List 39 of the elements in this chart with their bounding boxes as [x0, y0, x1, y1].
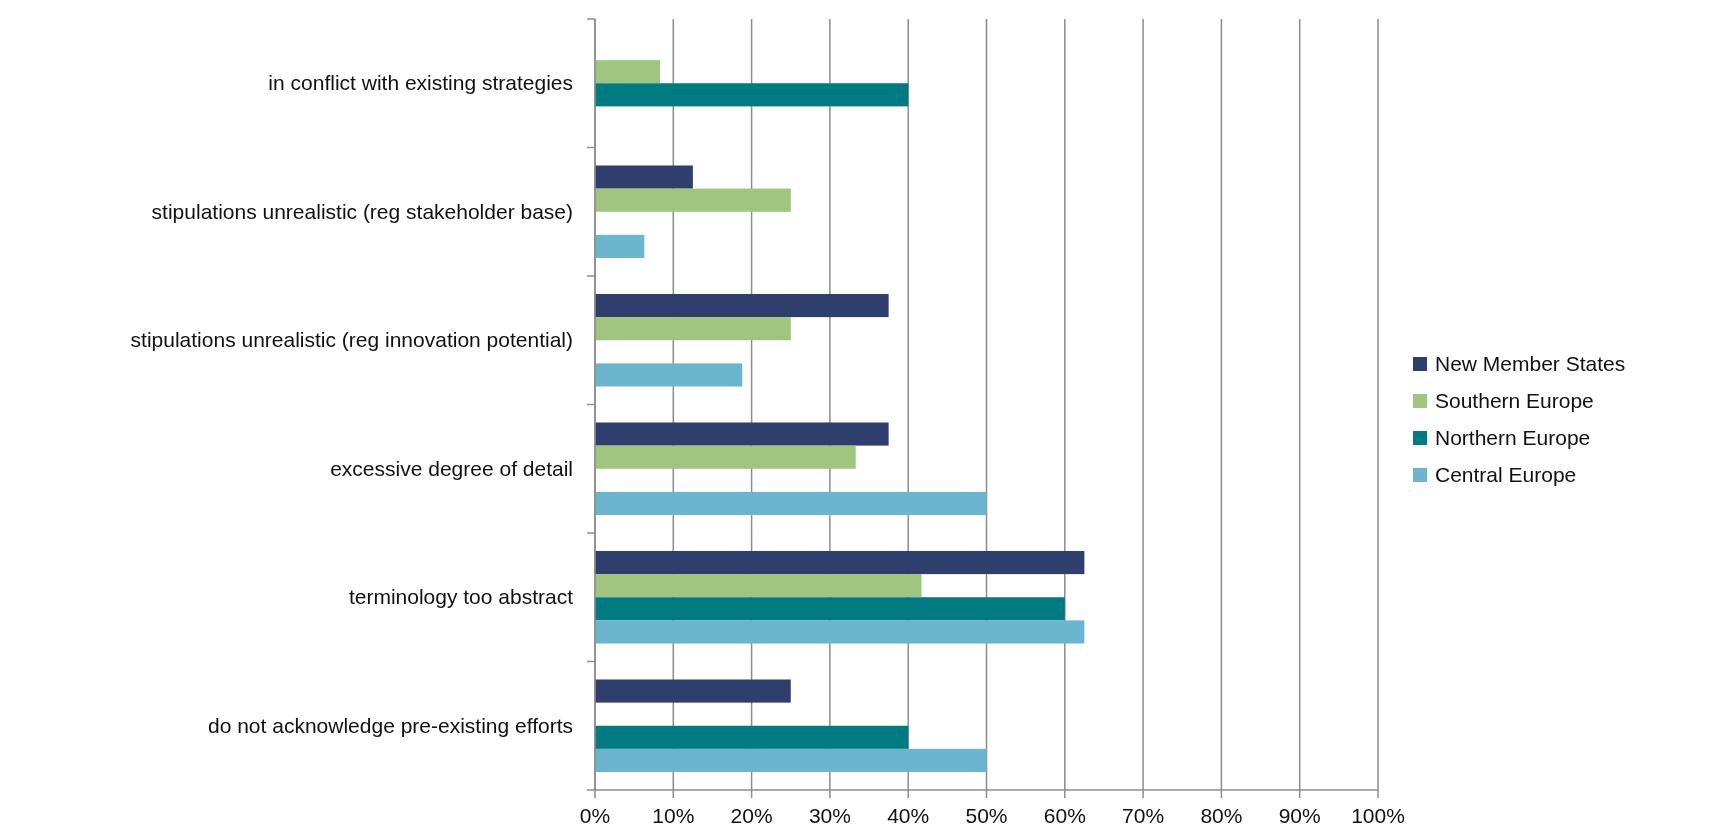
x-tick-label: 40%: [887, 804, 930, 827]
x-tick-label: 100%: [1351, 804, 1405, 827]
x-tick-label: 20%: [730, 804, 773, 827]
bar: [595, 491, 987, 516]
bar: [595, 620, 1085, 644]
bar: [595, 188, 791, 212]
y-tick-label: do not acknowledge pre-existing efforts: [208, 713, 573, 737]
y-tick-label: terminology too abstract: [348, 585, 574, 609]
bar: [595, 422, 889, 446]
bar: [595, 317, 791, 341]
y-tick-label: stipulations unrealistic (reg stakeholder base): [151, 199, 573, 223]
bar: [595, 574, 922, 598]
bar: [595, 445, 856, 469]
x-tick-label: 70%: [1122, 804, 1165, 827]
bar: [595, 293, 889, 318]
bar: [595, 83, 909, 107]
legend-label: Southern Europe: [1435, 389, 1594, 412]
legend-label: New Member States: [1435, 352, 1626, 375]
y-tick-label: in conflict with existing strategies: [268, 71, 573, 95]
x-tick-label: 90%: [1278, 804, 1321, 827]
y-tick-label: excessive degree of detail: [330, 456, 573, 480]
y-tick-label: stipulations unrealistic (reg innovation potential): [130, 328, 573, 352]
bar: [595, 679, 791, 703]
x-tick-label: 80%: [1200, 804, 1243, 827]
bar: [595, 165, 693, 189]
bar: [595, 234, 645, 259]
bar: [595, 597, 1065, 621]
x-tick-label: 30%: [808, 804, 851, 827]
bar: [595, 550, 1085, 575]
legend-label: Northern Europe: [1435, 426, 1591, 449]
bar: [595, 60, 660, 84]
bar: [595, 748, 987, 773]
x-tick-label: 60%: [1043, 804, 1086, 827]
x-tick-label: 10%: [652, 804, 695, 827]
x-tick-label: 0%: [579, 804, 611, 827]
bar: [595, 363, 743, 387]
bar: [595, 725, 909, 749]
legend-label: Central Europe: [1435, 463, 1577, 486]
x-tick-label: 50%: [965, 804, 1008, 827]
